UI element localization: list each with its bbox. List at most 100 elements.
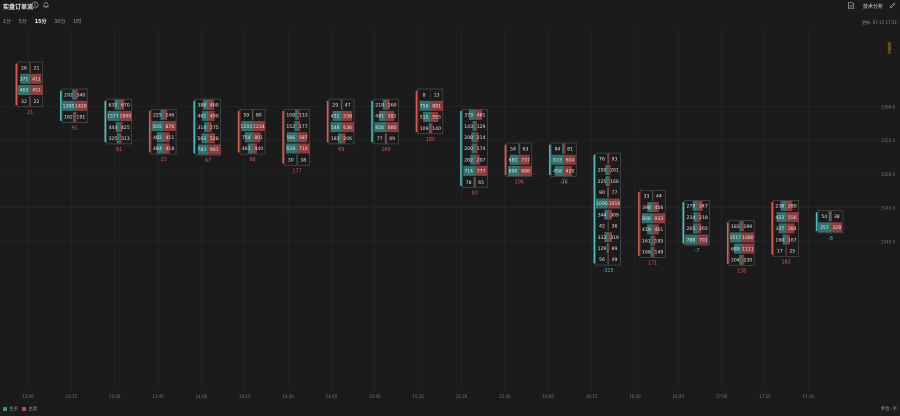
buy-volume-bar xyxy=(509,154,520,165)
tab-30min[interactable]: 30分 xyxy=(54,19,66,25)
candle-body xyxy=(549,144,551,175)
buy-volume-label: 462 xyxy=(197,114,206,120)
price-tick-label: 3350.0 xyxy=(881,172,895,177)
sell-volume-bar xyxy=(208,110,215,121)
buy-volume-bar xyxy=(554,166,564,176)
header: 实盘订单流 1分 5分 15分 30分 1时 技术分析 更新: 07-15 17… xyxy=(0,0,900,30)
buy-volume-label: 218 xyxy=(375,102,384,108)
buy-volume-bar xyxy=(295,109,297,120)
sell-volume-bar xyxy=(697,212,701,223)
buy-volume-bar xyxy=(29,96,31,107)
sell-volume-bar xyxy=(341,99,343,110)
tab-15min[interactable]: 15分 xyxy=(34,19,47,25)
delta-label: 171 xyxy=(648,260,657,266)
buy-volume-label: 234 xyxy=(686,215,695,221)
buy-volume-bar xyxy=(160,109,164,120)
buy-volume-bar xyxy=(647,224,653,235)
buy-volume-bar xyxy=(20,73,31,84)
delta-label: -315 xyxy=(603,268,614,274)
sell-volume-bar xyxy=(119,99,125,110)
buy-volume-label: 566 xyxy=(286,135,295,141)
buy-volume-label: 56 xyxy=(599,257,605,263)
buy-volume-label: 481 xyxy=(375,114,384,120)
buy-volume-label: 160 xyxy=(775,237,784,243)
buy-volume-bar xyxy=(203,99,209,110)
sell-volume-label: 177 xyxy=(299,124,308,130)
buy-volume-label: 90 xyxy=(599,190,605,196)
buy-volume-label: 143 xyxy=(464,124,473,130)
buy-volume-bar xyxy=(739,221,742,232)
sell-volume-bar xyxy=(786,200,793,211)
buy-volume-label: 423 xyxy=(775,215,784,221)
buy-volume-label: 292 xyxy=(64,92,73,98)
delta-label: 182 xyxy=(781,259,790,265)
sell-volume-bar xyxy=(296,143,310,154)
sell-volume-label: 47 xyxy=(345,102,351,108)
sell-volume-label: 587 xyxy=(299,135,308,141)
candle-body xyxy=(815,212,818,232)
sell-volume-label: 185 xyxy=(655,238,664,244)
buy-volume-label: 161 xyxy=(642,238,651,244)
legend-buy: 主买 xyxy=(9,407,18,412)
info-icon[interactable] xyxy=(31,1,39,9)
buy-volume-label: 714 xyxy=(464,169,473,175)
buy-volume-label: 325 xyxy=(109,136,118,142)
delta-label: 169 xyxy=(381,147,390,153)
tab-5min[interactable]: 5分 xyxy=(18,19,27,25)
sell-volume-bar xyxy=(385,122,399,133)
sell-volume-label: 737 xyxy=(521,158,530,164)
buy-volume-label: 808 xyxy=(642,216,651,222)
buy-volume-bar xyxy=(107,110,120,121)
sell-volume-label: 411 xyxy=(32,77,41,83)
sell-volume-bar xyxy=(652,235,656,246)
buy-volume-label: 204 xyxy=(731,258,740,264)
sell-volume-bar xyxy=(163,109,168,120)
edit-icon[interactable] xyxy=(889,2,896,9)
delta-label: 177 xyxy=(292,168,301,174)
sell-volume-label: 13 xyxy=(434,92,440,98)
sell-volume-bar xyxy=(208,122,212,133)
delta-label: 80 xyxy=(472,191,478,197)
tab-1min[interactable]: 1分 xyxy=(3,19,12,25)
sell-volume-bar xyxy=(474,143,478,154)
buy-volume-label: 826 xyxy=(375,125,384,131)
tab-1hour[interactable]: 1时 xyxy=(73,19,82,25)
buy-volume-label: 503 xyxy=(197,136,206,142)
buy-volume-bar xyxy=(114,99,120,110)
buy-volume-label: 327 xyxy=(775,226,784,232)
candle-body xyxy=(326,100,329,143)
sell-volume-label: 140 xyxy=(432,126,441,132)
sell-volume-label: 191 xyxy=(77,115,86,121)
buy-volume-label: 1017 xyxy=(729,235,741,241)
sell-volume-label: 218 xyxy=(699,215,708,221)
buy-volume-bar xyxy=(287,132,297,143)
buy-volume-bar xyxy=(607,187,609,198)
buy-volume-label: 208 xyxy=(464,135,473,141)
time-tick-label: 15:00 xyxy=(369,394,381,399)
buy-volume-label: 54 xyxy=(821,214,827,220)
buy-volume-bar xyxy=(382,99,386,110)
candle-body xyxy=(237,110,240,153)
buy-volume-label: 783 xyxy=(197,147,206,153)
sell-volume-label: 1690 xyxy=(120,114,132,120)
sell-volume-label: 420 xyxy=(566,169,575,175)
update-time: 更新: 07-15 17:31 xyxy=(861,20,897,25)
sell-volume-bar xyxy=(296,109,300,120)
sell-volume-label: 206 xyxy=(343,136,352,142)
sell-volume-bar xyxy=(563,166,573,176)
buy-volume-bar xyxy=(73,112,75,122)
sell-volume-label: 133 xyxy=(299,113,308,119)
buy-volume-label: 681 xyxy=(509,158,518,164)
sell-swatch xyxy=(22,406,27,411)
bell-icon[interactable] xyxy=(42,1,50,9)
candle-body xyxy=(415,90,418,133)
buy-volume-bar xyxy=(605,164,609,175)
sell-volume-label: 710 xyxy=(299,146,308,152)
buy-volume-label: 250 xyxy=(598,168,607,174)
buy-volume-label: 1096 xyxy=(596,201,608,207)
sell-volume-label: 313 xyxy=(121,136,130,142)
sell-volume-bar xyxy=(30,62,31,73)
sell-volume-label: 246 xyxy=(165,113,174,119)
tech-analysis-button[interactable]: 技术分析 xyxy=(862,4,883,10)
buy-volume-label: 42 xyxy=(599,224,605,230)
